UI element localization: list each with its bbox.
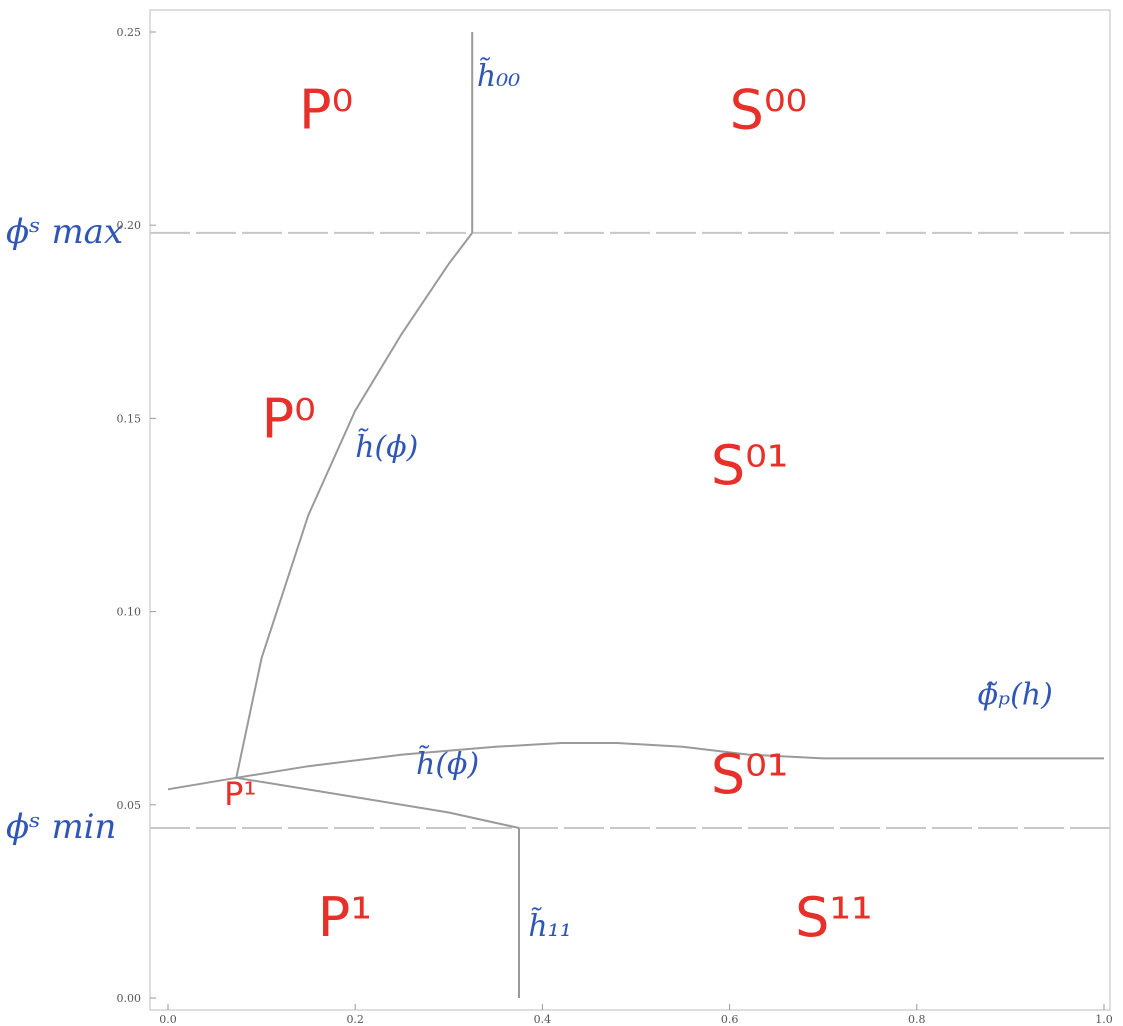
region-label: P⁰ [262, 388, 316, 451]
region-labels: P⁰ S⁰⁰ P⁰ S⁰¹ P¹ S⁰¹ P¹ S¹¹ [224, 79, 873, 950]
y-tick-label: 0.00 [117, 992, 142, 1005]
region-label: S⁰⁰ [730, 79, 808, 142]
region-label: P¹ [318, 886, 372, 949]
reference-line-label: ϕˢ max [6, 212, 123, 252]
reference-labels: ϕˢ max ϕˢ min [6, 212, 123, 847]
x-tick-label: 0.6 [721, 1013, 739, 1026]
curve-label: h̃(ϕ) [355, 429, 418, 466]
x-tick-label: 0.2 [346, 1013, 364, 1026]
reference-lines [150, 231, 1110, 829]
curve-label: h̃₀₀ [477, 58, 520, 95]
x-tick-label: 0.8 [908, 1013, 926, 1026]
x-tick-label: 0.4 [534, 1013, 552, 1026]
curve-label: h̃₁₁ [528, 908, 571, 945]
x-axis-ticks: 0.0 0.2 0.4 0.6 0.8 1.0 [159, 1004, 1113, 1026]
region-label: S⁰¹ [711, 434, 789, 497]
y-tick-label: 0.10 [117, 606, 142, 619]
y-tick-label: 0.25 [117, 26, 142, 39]
region-label: P⁰ [299, 79, 353, 142]
y-tick-label: 0.15 [117, 412, 142, 425]
region-label: S⁰¹ [711, 743, 789, 806]
y-tick-label: 0.20 [117, 219, 142, 232]
curve-label: h̃(ϕ) [416, 745, 479, 782]
x-tick-label: 1.0 [1095, 1013, 1113, 1026]
phase-boundaries [167, 32, 1104, 998]
y-axis-ticks: 0.00 0.05 0.10 0.15 0.20 0.25 [117, 26, 156, 1005]
curve-labels: h̃₀₀ h̃(ϕ) ϕ̃ₚ(h) h̃(ϕ) h̃₁₁ [355, 58, 1053, 945]
boundary-curve-3 [236, 776, 520, 829]
boundary-curve-1 [235, 232, 473, 779]
reference-line-label: ϕˢ min [6, 807, 116, 847]
region-label: P¹ [224, 775, 256, 813]
x-tick-label: 0.0 [159, 1013, 177, 1026]
plot-frame [149, 9, 1111, 1011]
boundary-curve-2 [167, 742, 1104, 791]
curve-label: ϕ̃ₚ(h) [978, 677, 1053, 712]
region-label: S¹¹ [795, 886, 873, 949]
y-tick-label: 0.05 [117, 799, 142, 812]
